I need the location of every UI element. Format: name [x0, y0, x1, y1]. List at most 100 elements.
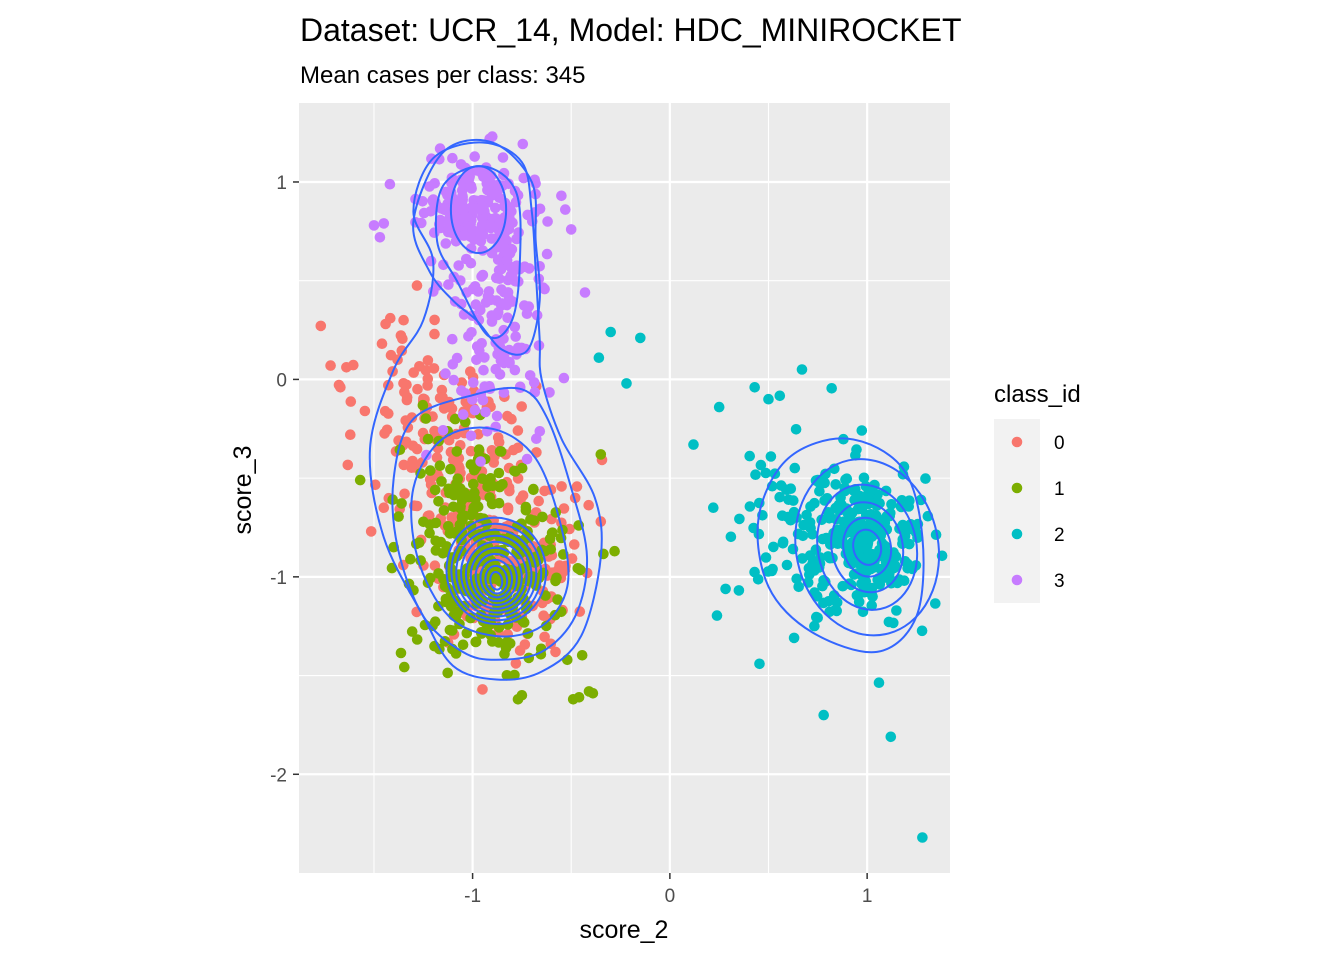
data-point [523, 263, 535, 274]
data-point [405, 553, 416, 565]
data-point [763, 393, 774, 405]
data-point [579, 287, 591, 298]
data-point [342, 459, 354, 471]
data-point [803, 562, 815, 574]
data-point [734, 513, 745, 525]
data-point [796, 364, 808, 375]
data-point [793, 581, 804, 593]
data-point [507, 268, 518, 280]
data-point [440, 368, 451, 379]
data-point [422, 433, 434, 445]
axes: -1 0 1 -2 -1 0 1 [270, 173, 872, 907]
data-point [475, 235, 487, 247]
data-point [863, 584, 875, 596]
data-point [447, 359, 459, 370]
data-point [354, 474, 366, 486]
data-point [854, 536, 866, 547]
data-point [874, 579, 886, 590]
data-point [509, 321, 521, 333]
data-point [429, 227, 440, 238]
data-point [518, 617, 530, 628]
legend-key-1 [1011, 482, 1023, 494]
data-point [418, 207, 430, 219]
data-point [545, 638, 557, 650]
data-point [368, 220, 380, 231]
density-contour [484, 564, 509, 595]
data-point [744, 450, 755, 462]
data-point [534, 426, 546, 437]
data-point [401, 394, 413, 406]
data-point [708, 502, 719, 513]
density-contour [842, 516, 893, 578]
data-point [465, 257, 477, 269]
data-point [469, 281, 481, 292]
y-tick-label: -2 [270, 765, 287, 786]
data-point [562, 654, 573, 666]
legend-label-1: 1 [1054, 479, 1065, 500]
data-point [510, 658, 522, 669]
data-point [720, 583, 731, 595]
data-point [477, 684, 488, 695]
data-point [502, 410, 513, 422]
data-point [476, 200, 488, 212]
data-point [810, 544, 822, 555]
data-point [315, 320, 327, 332]
data-point [420, 413, 432, 424]
data-point [376, 338, 388, 350]
data-point [477, 269, 489, 281]
data-point [487, 131, 498, 142]
density-contour [794, 458, 941, 637]
data-point [725, 531, 737, 543]
data-point [888, 562, 900, 574]
data-point [521, 600, 533, 611]
data-point [609, 545, 620, 557]
data-point [573, 692, 585, 703]
data-point [509, 465, 520, 477]
data-point [781, 559, 793, 571]
data-point [841, 473, 853, 485]
data-point [515, 494, 526, 505]
data-point [760, 552, 772, 563]
data-point [466, 327, 477, 338]
data-point [635, 332, 646, 344]
data-point [433, 496, 444, 507]
data-point [493, 497, 505, 509]
data-point [788, 632, 800, 644]
data-point [856, 503, 868, 515]
data-point [453, 260, 465, 271]
data-point [760, 467, 772, 479]
series-3 [368, 131, 591, 467]
data-point [444, 224, 455, 236]
data-point [851, 590, 863, 601]
data-point [469, 151, 481, 162]
data-point [513, 227, 524, 238]
data-point [484, 492, 496, 503]
data-point [468, 377, 479, 388]
data-point [884, 573, 895, 584]
data-point [605, 326, 616, 338]
data-point [823, 508, 835, 519]
chart-subtitle: Mean cases per class: 345 [300, 62, 585, 89]
data-point [398, 459, 410, 471]
data-point [502, 502, 514, 514]
data-point [516, 690, 528, 701]
data-point [750, 469, 761, 481]
data-point [749, 382, 760, 393]
data-point [359, 405, 371, 417]
data-point [412, 383, 423, 395]
y-tick-label: 0 [276, 370, 287, 391]
data-point [520, 505, 532, 516]
data-point [789, 462, 801, 474]
data-point [457, 409, 469, 420]
data-point [814, 486, 825, 497]
data-point [325, 360, 336, 371]
data-point [903, 501, 914, 512]
data-point [713, 401, 725, 413]
legend-label-0: 0 [1054, 433, 1065, 454]
density-contour [816, 483, 919, 611]
data-point [411, 634, 423, 645]
data-point [498, 324, 510, 336]
x-tick-label: -1 [464, 886, 481, 907]
data-point [429, 178, 441, 189]
data-point [494, 369, 506, 380]
